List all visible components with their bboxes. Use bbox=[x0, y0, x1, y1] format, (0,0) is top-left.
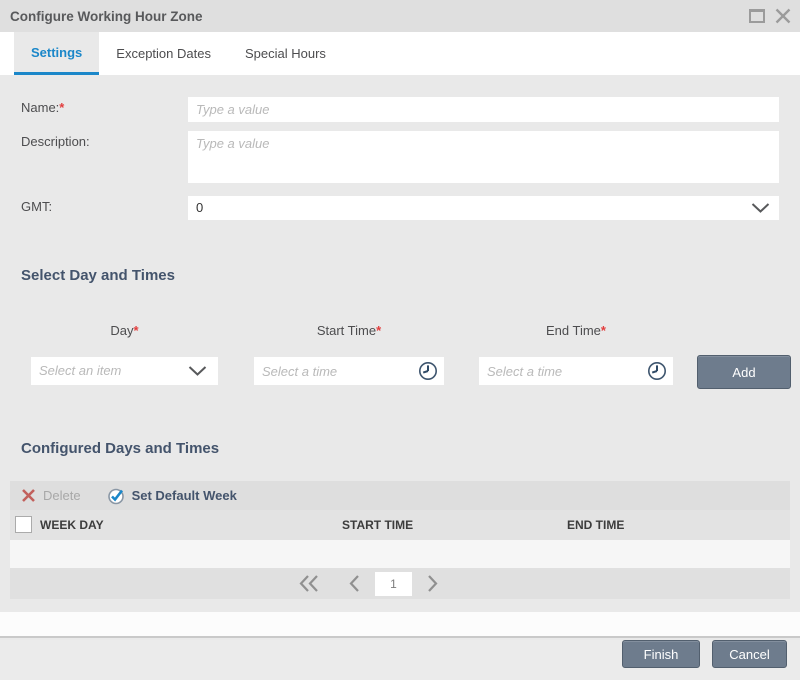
content-footer-divider bbox=[0, 612, 800, 638]
select-day-times-title: Select Day and Times bbox=[21, 267, 175, 284]
previous-page-icon[interactable] bbox=[348, 574, 361, 593]
dialog-titlebar: Configure Working Hour Zone bbox=[0, 0, 800, 32]
delete-button[interactable]: Delete bbox=[21, 488, 81, 503]
configured-table: Delete Set Default Week WEEK DAY START T… bbox=[10, 481, 790, 599]
chevron-down-icon bbox=[751, 203, 770, 213]
clock-icon[interactable] bbox=[646, 360, 668, 382]
dialog-footer: Finish Cancel bbox=[0, 640, 800, 680]
end-time-label: End Time* bbox=[546, 323, 606, 338]
tab-settings[interactable]: Settings bbox=[14, 32, 100, 75]
clock-icon[interactable] bbox=[417, 360, 439, 382]
delete-button-label: Delete bbox=[43, 488, 81, 503]
table-toolbar: Delete Set Default Week bbox=[10, 481, 790, 510]
add-button[interactable]: Add bbox=[697, 355, 791, 389]
window-controls bbox=[749, 0, 792, 32]
description-label: Description: bbox=[21, 134, 90, 149]
start-time-required-asterisk: * bbox=[376, 323, 382, 338]
current-page-number: 1 bbox=[390, 576, 397, 591]
gmt-label: GMT: bbox=[21, 199, 53, 214]
pagination-bar: 1 bbox=[10, 568, 790, 599]
set-default-week-label: Set Default Week bbox=[131, 488, 237, 503]
delete-x-icon bbox=[22, 489, 35, 502]
column-header-start-time: START TIME bbox=[342, 518, 414, 532]
tab-special-hours-label: Special Hours bbox=[244, 46, 326, 61]
check-circle-icon bbox=[107, 488, 124, 504]
tab-exception-dates[interactable]: Exception Dates bbox=[99, 32, 228, 75]
start-time-label: Start Time* bbox=[316, 323, 382, 338]
chevron-down-icon bbox=[188, 366, 207, 376]
name-input[interactable] bbox=[188, 97, 779, 122]
tab-settings-label: Settings bbox=[31, 44, 83, 60]
cancel-button[interactable]: Cancel bbox=[712, 640, 787, 668]
day-label: Day* bbox=[110, 323, 139, 338]
table-header-row: WEEK DAY START TIME END TIME bbox=[10, 510, 790, 540]
dialog-title: Configure Working Hour Zone bbox=[10, 8, 203, 24]
table-empty-row bbox=[10, 540, 790, 568]
column-header-week-day: WEEK DAY bbox=[40, 518, 104, 532]
tab-special-hours[interactable]: Special Hours bbox=[228, 32, 343, 75]
name-required-asterisk: * bbox=[59, 100, 65, 115]
tab-exception-dates-label: Exception Dates bbox=[116, 46, 211, 61]
description-input[interactable] bbox=[188, 131, 779, 183]
end-time-input[interactable] bbox=[479, 357, 673, 385]
gmt-select-value: 0 bbox=[196, 200, 204, 215]
next-page-icon[interactable] bbox=[426, 574, 439, 593]
day-dropdown-placeholder: Select an item bbox=[39, 363, 122, 378]
close-icon[interactable] bbox=[774, 7, 792, 25]
gmt-select[interactable]: 0 bbox=[188, 196, 779, 220]
end-time-required-asterisk: * bbox=[600, 323, 606, 338]
finish-button[interactable]: Finish bbox=[622, 640, 700, 668]
name-label: Name:* bbox=[21, 100, 65, 115]
tab-bar: Settings Exception Dates Special Hours bbox=[0, 32, 800, 75]
set-default-week-button[interactable]: Set Default Week bbox=[107, 487, 237, 505]
end-time-field bbox=[479, 357, 673, 385]
column-header-end-time: END TIME bbox=[567, 518, 625, 532]
start-time-field bbox=[254, 357, 444, 385]
configured-days-times-title: Configured Days and Times bbox=[21, 440, 220, 457]
day-required-asterisk: * bbox=[133, 323, 139, 338]
maximize-icon[interactable] bbox=[749, 9, 765, 23]
current-page-indicator[interactable]: 1 bbox=[375, 571, 412, 596]
select-all-checkbox[interactable] bbox=[15, 516, 32, 533]
start-time-input[interactable] bbox=[254, 357, 444, 385]
day-dropdown[interactable]: Select an item bbox=[31, 357, 218, 385]
first-page-icon[interactable] bbox=[298, 574, 322, 593]
